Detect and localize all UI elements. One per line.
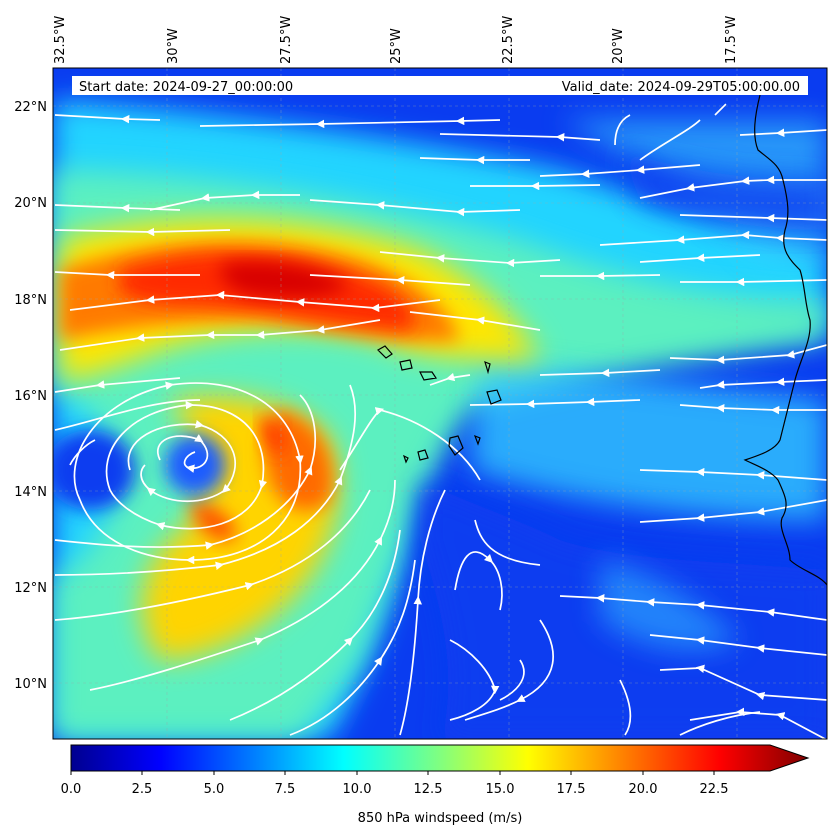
streamline — [54, 227, 231, 237]
streamline — [559, 594, 827, 621]
streamline — [539, 164, 701, 178]
streamline — [679, 403, 827, 415]
colorbar-tick-label: 0.0 — [61, 782, 82, 797]
colorbar-bar — [70, 744, 810, 772]
lon-tick-label: 22.5°W — [501, 16, 516, 64]
streamline — [454, 551, 503, 611]
lat-tick-label: 22°N — [14, 100, 47, 115]
streamline — [639, 175, 827, 199]
streamline — [669, 344, 827, 365]
streamline — [499, 659, 525, 701]
lat-tick-label: 18°N — [14, 293, 47, 308]
colorbar-tick-label: 7.5 — [275, 782, 296, 797]
streamline — [464, 619, 554, 721]
streamline — [474, 519, 541, 566]
lat-tick-label: 20°N — [14, 196, 47, 211]
streamline — [54, 203, 181, 213]
streamline — [89, 479, 396, 691]
streamline — [599, 230, 827, 246]
cape-verde-islands — [377, 345, 502, 464]
map-frame — [52, 67, 828, 740]
streamline — [54, 377, 181, 393]
longitude-ticks: 32.5°W 30°W 27.5°W 25°W 22.5°W 20°W 17.5… — [53, 16, 739, 64]
lon-tick-label: 27.5°W — [279, 16, 294, 64]
streamline — [659, 664, 827, 701]
streamline — [229, 529, 401, 721]
streamline — [619, 679, 632, 736]
lon-tick-label: 17.5°W — [724, 16, 739, 64]
streamline — [199, 116, 501, 129]
colorbar-tick-label: 22.5 — [700, 782, 729, 797]
lat-tick-label: 16°N — [14, 389, 47, 404]
streamline — [449, 639, 500, 721]
streamline — [639, 499, 827, 523]
streamlines — [54, 103, 827, 739]
colorbar-label: 850 hPa windspeed (m/s) — [358, 811, 523, 826]
lon-tick-label: 30°W — [166, 28, 181, 64]
latitude-ticks: 22°N 20°N 18°N 16°N 14°N 12°N 10°N — [14, 100, 47, 692]
colorbar-tick-marks — [70, 771, 715, 775]
streamline — [540, 271, 661, 281]
streamline — [439, 132, 601, 142]
lat-tick-label: 14°N — [14, 485, 47, 500]
streamline — [54, 270, 200, 280]
streamline — [539, 368, 661, 378]
streamline — [689, 707, 827, 739]
streamline — [699, 377, 827, 389]
streamline — [379, 251, 561, 268]
streamline — [69, 290, 441, 313]
streamline — [639, 119, 701, 161]
colorbar: 0.0 2.5 5.0 7.5 10.0 12.5 15.0 17.5 20.0… — [61, 744, 810, 826]
streamline — [409, 311, 541, 331]
streamline — [614, 114, 631, 146]
streamline — [739, 128, 827, 138]
africa-coastline — [743, 94, 827, 586]
streamline — [419, 155, 530, 165]
streamline — [399, 489, 446, 736]
streamline — [680, 277, 827, 287]
map-panel — [53, 68, 827, 739]
streamline — [289, 559, 416, 736]
lon-tick-label: 32.5°W — [53, 16, 68, 64]
lon-tick-label: 20°W — [611, 28, 626, 64]
date-info-bar — [72, 76, 808, 95]
valid-date-label: Valid_date: 2024-09-29T05:00:00.00 — [562, 80, 800, 95]
streamline — [339, 407, 481, 481]
streamline — [679, 213, 827, 223]
colorbar-tick-label: 12.5 — [414, 782, 443, 797]
streamline — [309, 199, 521, 217]
streamline — [470, 181, 601, 191]
streamline — [59, 319, 381, 351]
colorbar-tick-label: 17.5 — [557, 782, 586, 797]
streamline — [149, 190, 300, 211]
lat-tick-label: 12°N — [14, 581, 47, 596]
streamline — [309, 274, 471, 286]
colorbar-tick-label: 10.0 — [343, 782, 372, 797]
streamline — [469, 397, 641, 409]
lat-tick-label: 10°N — [14, 677, 47, 692]
lon-tick-label: 25°W — [389, 28, 404, 64]
start-date-label: Start date: 2024-09-27_00:00:00 — [79, 80, 293, 95]
streamline — [54, 489, 371, 621]
colorbar-tick-label: 5.0 — [204, 782, 225, 797]
coastlines — [377, 94, 827, 586]
streamline — [54, 114, 161, 124]
streamline — [69, 439, 96, 466]
streamline — [73, 381, 304, 565]
colorbar-tick-label: 2.5 — [132, 782, 153, 797]
colorbar-tick-label: 15.0 — [486, 782, 515, 797]
streamline — [714, 103, 727, 116]
streamline — [639, 253, 761, 263]
streamline — [429, 372, 471, 386]
colorbar-tick-label: 20.0 — [629, 782, 658, 797]
streamline — [639, 467, 827, 481]
streamline — [679, 711, 761, 736]
streamline — [649, 634, 827, 656]
